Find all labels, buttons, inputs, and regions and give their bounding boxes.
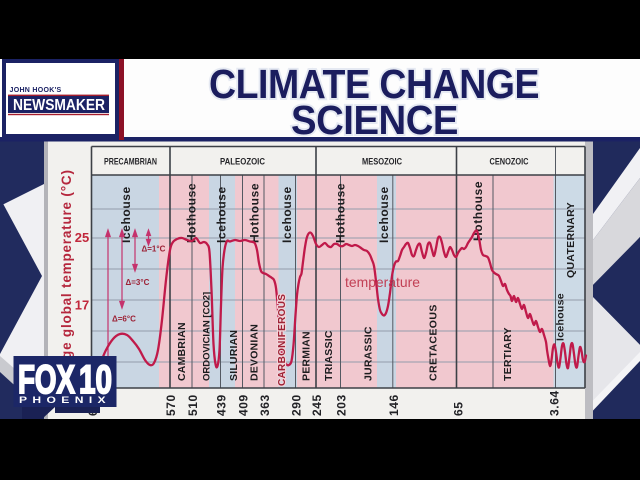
svg-text:439: 439 — [215, 394, 229, 416]
svg-text:570: 570 — [164, 394, 178, 416]
svg-text:JURASSIC: JURASSIC — [363, 326, 375, 381]
svg-text:17: 17 — [75, 298, 89, 313]
svg-text:510: 510 — [186, 394, 200, 416]
svg-text:146: 146 — [387, 394, 401, 416]
svg-text:Δ=6°C: Δ=6°C — [112, 315, 136, 324]
svg-text:JOHN HOOK'S: JOHN HOOK'S — [10, 87, 62, 94]
svg-text:Icehouse: Icehouse — [555, 293, 567, 341]
svg-text:PALEOZOIC: PALEOZOIC — [220, 157, 265, 168]
svg-text:PERMIAN: PERMIAN — [301, 331, 313, 381]
svg-text:65: 65 — [452, 401, 466, 416]
svg-text:363: 363 — [258, 394, 272, 416]
svg-text:CRETACEOUS: CRETACEOUS — [428, 304, 440, 381]
svg-text:Icehouse: Icehouse — [377, 186, 391, 243]
svg-text:Average global temperature (°C: Average global temperature (°C) — [59, 169, 74, 400]
svg-text:PRECAMBRIAN: PRECAMBRIAN — [104, 157, 157, 168]
svg-text:Δ=3°C: Δ=3°C — [126, 278, 150, 287]
svg-text:FOX: FOX — [18, 358, 75, 402]
svg-text:Hothouse: Hothouse — [334, 183, 348, 243]
svg-text:Icehouse: Icehouse — [215, 186, 229, 243]
svg-text:CLIMATE CHANGE: CLIMATE CHANGE — [209, 61, 539, 107]
svg-text:Hothouse: Hothouse — [248, 183, 262, 243]
svg-text:3.64: 3.64 — [548, 390, 562, 416]
svg-text:NEWSMAKER: NEWSMAKER — [13, 97, 105, 114]
svg-text:TERTIARY: TERTIARY — [502, 327, 514, 381]
svg-text:SILURIAN: SILURIAN — [228, 330, 240, 381]
svg-text:temperature: temperature — [345, 274, 420, 290]
svg-text:CAMBRIAN: CAMBRIAN — [176, 322, 188, 381]
svg-text:SCIENCE: SCIENCE — [291, 97, 458, 143]
svg-text:Icehouse: Icehouse — [280, 186, 294, 243]
svg-text:QUATERNARY: QUATERNARY — [565, 202, 577, 278]
svg-text:CENOZOIC: CENOZOIC — [490, 157, 529, 168]
svg-text:Hothouse: Hothouse — [471, 181, 485, 241]
svg-text:SCIENCE: SCIENCE — [291, 97, 458, 143]
svg-text:290: 290 — [290, 394, 304, 416]
svg-text:CLIMATE CHANGE: CLIMATE CHANGE — [209, 61, 539, 107]
svg-text:Hothouse: Hothouse — [185, 183, 199, 243]
svg-text:CARBONIFEROUS: CARBONIFEROUS — [277, 294, 288, 386]
svg-text:25: 25 — [75, 230, 89, 245]
svg-text:TRIASSIC: TRIASSIC — [323, 330, 335, 381]
svg-text:10: 10 — [79, 358, 112, 402]
svg-text:245: 245 — [310, 394, 324, 416]
svg-text:Δ=1°C: Δ=1°C — [142, 245, 166, 254]
svg-text:203: 203 — [335, 394, 349, 416]
svg-text:Icehouse: Icehouse — [119, 186, 133, 243]
svg-text:DEVONIAN: DEVONIAN — [249, 324, 261, 381]
svg-text:ORDOVICIAN [CO2]: ORDOVICIAN [CO2] — [202, 292, 213, 381]
svg-text:PHOENIX: PHOENIX — [19, 395, 111, 405]
svg-text:MESOZOIC: MESOZOIC — [362, 157, 402, 168]
svg-text:409: 409 — [237, 394, 251, 416]
